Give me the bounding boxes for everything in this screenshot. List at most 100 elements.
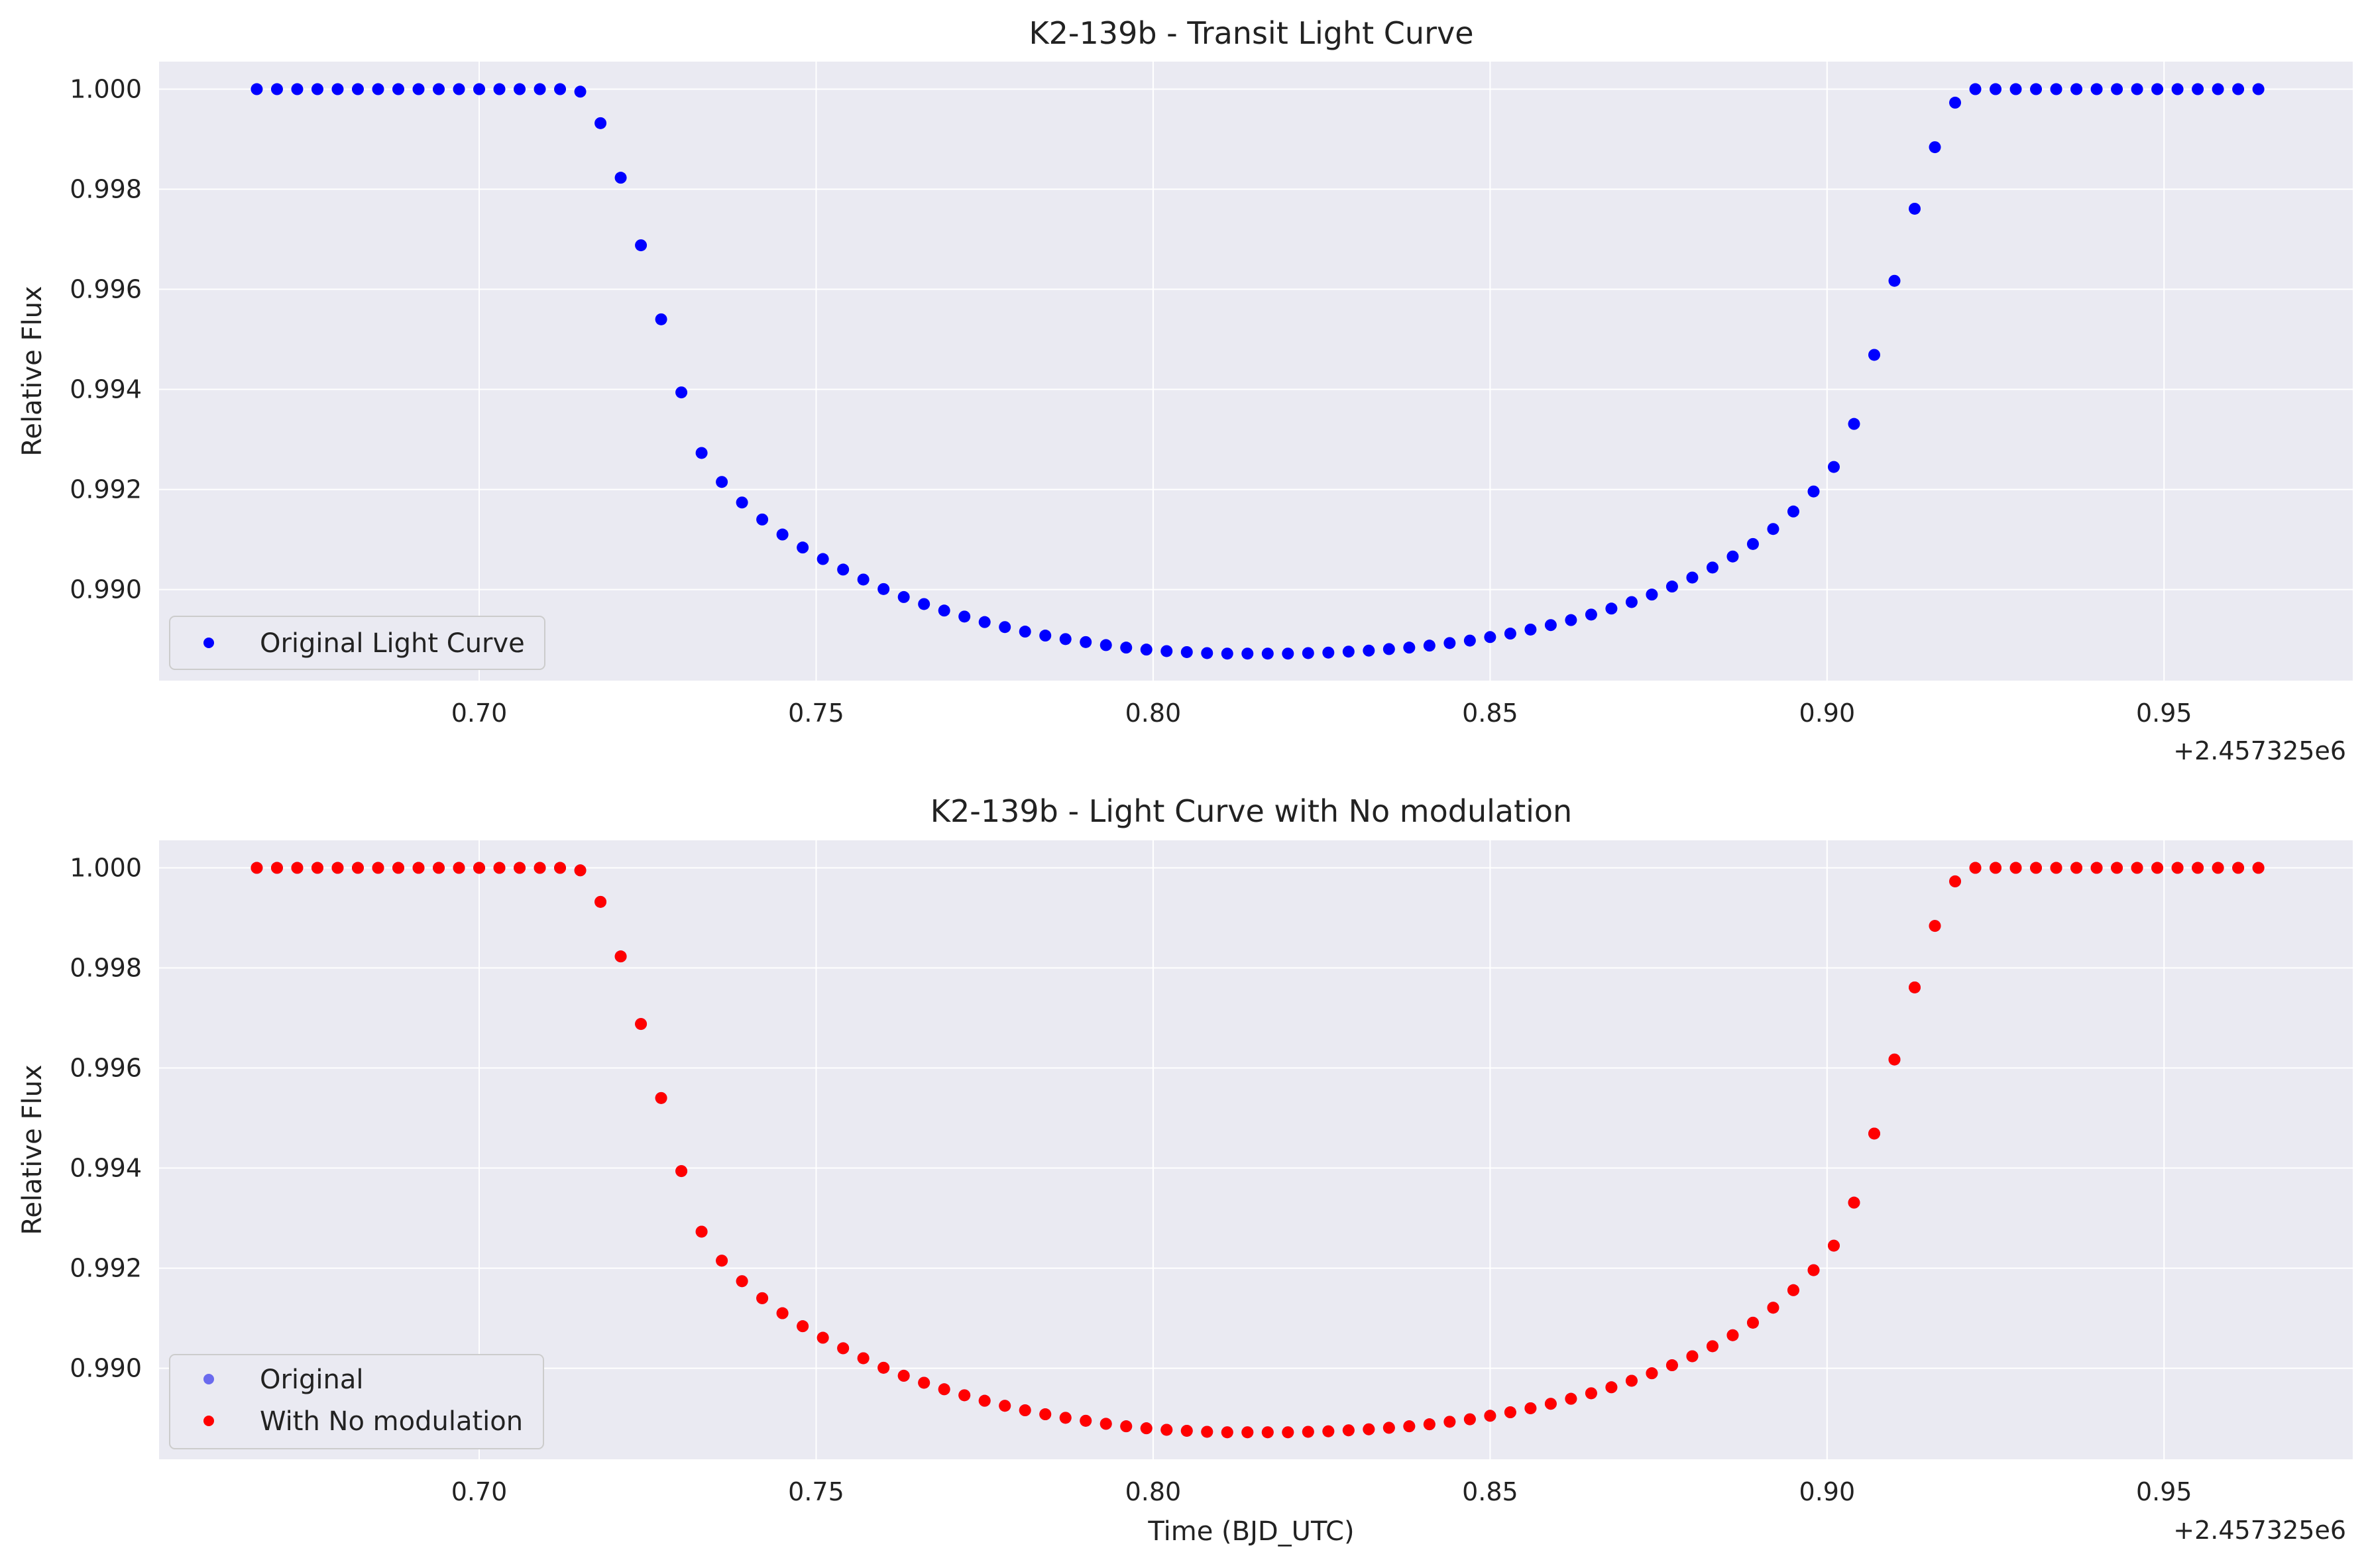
data-point bbox=[1342, 1424, 1355, 1437]
panel-2-x-offset-label: +2.457325e6 bbox=[2173, 1516, 2346, 1545]
data-point bbox=[776, 1307, 789, 1319]
data-point bbox=[857, 1352, 870, 1365]
data-point bbox=[2090, 83, 2103, 95]
y-tick-label: 0.998 bbox=[70, 954, 142, 983]
data-point bbox=[554, 862, 567, 874]
data-point bbox=[453, 862, 465, 874]
data-point bbox=[1160, 645, 1173, 657]
data-point bbox=[1888, 274, 1901, 287]
data-point bbox=[857, 573, 870, 586]
data-point bbox=[1646, 588, 1658, 601]
data-point bbox=[412, 83, 425, 95]
data-point bbox=[978, 1394, 991, 1407]
data-point bbox=[2131, 83, 2143, 95]
data-point bbox=[2050, 862, 2062, 874]
data-point bbox=[1646, 1367, 1658, 1380]
data-point bbox=[1201, 1426, 1213, 1438]
panel-1-x-offset-label: +2.457325e6 bbox=[2173, 736, 2346, 765]
data-point bbox=[1524, 623, 1537, 636]
data-point bbox=[736, 496, 748, 509]
data-point bbox=[1221, 647, 1233, 660]
data-point bbox=[675, 386, 688, 399]
data-point bbox=[1120, 1420, 1133, 1433]
data-point bbox=[1484, 1410, 1496, 1422]
x-tick-label: 0.75 bbox=[788, 1477, 844, 1506]
data-point bbox=[1059, 633, 1072, 645]
data-point bbox=[1686, 571, 1699, 584]
data-point bbox=[331, 862, 344, 874]
data-point bbox=[1080, 636, 1092, 648]
legend-label-original-light-curve: Original Light Curve bbox=[260, 628, 525, 659]
data-point bbox=[1888, 1053, 1901, 1066]
data-point bbox=[2212, 862, 2224, 874]
legend-marker-with-no-modulation bbox=[203, 1416, 214, 1426]
data-point bbox=[1848, 418, 1860, 430]
panel-1-grid bbox=[159, 62, 2353, 681]
data-point bbox=[1827, 461, 1840, 473]
data-point bbox=[918, 1376, 930, 1389]
data-point bbox=[2252, 83, 2265, 95]
data-point bbox=[1140, 1422, 1153, 1435]
data-point bbox=[1990, 83, 2002, 95]
data-point bbox=[331, 83, 344, 95]
data-point bbox=[1463, 634, 1476, 647]
data-point bbox=[1403, 1420, 1416, 1433]
data-point bbox=[958, 610, 971, 623]
data-point bbox=[1565, 1392, 1577, 1405]
y-tick-label: 0.996 bbox=[70, 1054, 142, 1083]
panel-2-title: K2-139b - Light Curve with No modulation bbox=[930, 793, 1572, 829]
data-point bbox=[1605, 602, 1618, 615]
data-point bbox=[412, 862, 425, 874]
data-point bbox=[514, 83, 526, 95]
data-point bbox=[1625, 596, 1638, 608]
data-point bbox=[1363, 644, 1375, 657]
data-point bbox=[2171, 83, 2184, 95]
data-point bbox=[655, 1092, 667, 1104]
x-tick-label: 0.85 bbox=[1462, 1477, 1518, 1506]
data-point bbox=[938, 604, 950, 617]
data-point bbox=[1039, 1408, 1052, 1421]
data-point bbox=[372, 862, 384, 874]
x-tick-label: 0.80 bbox=[1125, 699, 1182, 728]
x-tick-label: 0.90 bbox=[1799, 699, 1856, 728]
data-point bbox=[514, 862, 526, 874]
data-point bbox=[2232, 83, 2245, 95]
data-point bbox=[251, 862, 263, 874]
data-point bbox=[1302, 647, 1314, 659]
data-point bbox=[1241, 1426, 1254, 1439]
data-point bbox=[473, 862, 486, 874]
data-point bbox=[1484, 631, 1496, 644]
data-point bbox=[270, 83, 283, 95]
data-point bbox=[493, 83, 506, 95]
x-tick-label: 0.85 bbox=[1462, 699, 1518, 728]
data-point bbox=[1322, 646, 1335, 659]
data-point bbox=[1565, 614, 1577, 626]
data-point bbox=[1746, 1316, 1759, 1329]
data-point bbox=[1706, 561, 1718, 574]
data-point bbox=[311, 83, 323, 95]
data-point bbox=[1524, 1402, 1537, 1414]
panel-1-legend: Original Light Curve bbox=[169, 616, 545, 670]
data-point bbox=[574, 85, 587, 98]
data-point bbox=[1059, 1412, 1072, 1424]
data-point bbox=[1160, 1424, 1173, 1436]
data-point bbox=[594, 895, 607, 908]
y-tick-label: 1.000 bbox=[70, 75, 142, 104]
data-point bbox=[938, 1383, 950, 1396]
panel-1-plot-area bbox=[159, 62, 2353, 681]
data-point bbox=[999, 1400, 1011, 1412]
data-point bbox=[1990, 862, 2002, 874]
data-point bbox=[2111, 83, 2123, 95]
panel-1-y-tick-labels: 0.990 0.992 0.994 0.996 0.998 1.000 bbox=[70, 75, 142, 604]
data-point bbox=[1403, 642, 1416, 654]
data-point bbox=[1423, 640, 1436, 652]
data-point bbox=[291, 83, 304, 95]
data-point bbox=[2070, 83, 2083, 95]
data-point bbox=[453, 83, 465, 95]
data-point bbox=[1180, 1424, 1193, 1437]
data-point bbox=[2192, 83, 2204, 95]
panel-2-x-tick-labels: 0.70 0.75 0.80 0.85 0.90 0.95 bbox=[451, 1477, 2192, 1506]
data-point bbox=[897, 1369, 910, 1382]
data-point bbox=[1767, 523, 1779, 535]
data-point bbox=[1099, 1418, 1112, 1430]
